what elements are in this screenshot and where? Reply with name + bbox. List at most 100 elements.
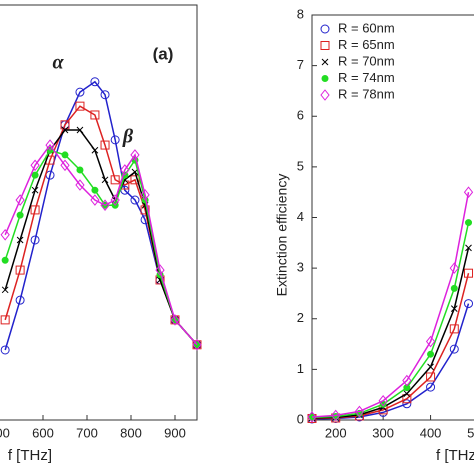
marker bbox=[0, 345, 10, 355]
x-tick-label: 700 bbox=[76, 425, 98, 440]
marker bbox=[75, 87, 85, 97]
marker bbox=[425, 335, 436, 348]
marker bbox=[465, 244, 472, 252]
annotation-alpha: α bbox=[52, 52, 64, 74]
marker bbox=[15, 265, 25, 275]
marker bbox=[403, 390, 411, 398]
series-line bbox=[4, 143, 198, 346]
marker bbox=[464, 299, 474, 309]
legend-label: R = 60nm bbox=[338, 20, 395, 35]
legend-label: R = 70nm bbox=[338, 53, 395, 68]
x-tick-label: 200 bbox=[325, 425, 347, 440]
marker bbox=[1, 286, 9, 294]
marker bbox=[30, 235, 40, 245]
marker bbox=[155, 264, 165, 276]
marker bbox=[1, 256, 9, 264]
marker bbox=[331, 409, 341, 422]
marker bbox=[378, 394, 388, 407]
x-tick-label: 600 bbox=[32, 425, 54, 440]
marker bbox=[91, 146, 99, 154]
marker bbox=[76, 126, 84, 134]
marker bbox=[192, 338, 202, 351]
marker bbox=[60, 159, 70, 172]
marker bbox=[402, 399, 412, 409]
x-tick-label: 500 bbox=[467, 425, 474, 440]
x-axis-label: f [THz] bbox=[8, 447, 52, 464]
legend-marker bbox=[320, 24, 330, 34]
legend-marker bbox=[321, 58, 329, 66]
marker bbox=[427, 350, 435, 358]
marker bbox=[449, 262, 459, 274]
legend-label: R = 65nm bbox=[338, 37, 395, 52]
y-tick-label: 5 bbox=[297, 158, 304, 173]
y-tick-label: 0 bbox=[297, 411, 304, 426]
panel-label: (a) bbox=[153, 44, 174, 63]
marker bbox=[90, 194, 100, 206]
marker bbox=[130, 195, 140, 205]
marker bbox=[130, 149, 140, 161]
marker bbox=[16, 236, 24, 244]
marker bbox=[100, 199, 110, 212]
marker bbox=[140, 189, 150, 201]
x-axis-label: f [THz] bbox=[436, 447, 474, 464]
y-tick-label: 3 bbox=[297, 260, 304, 275]
marker bbox=[101, 176, 109, 184]
x-tick-label: 500 bbox=[0, 425, 10, 440]
marker bbox=[402, 374, 412, 387]
legend-marker bbox=[320, 41, 330, 50]
legend-marker bbox=[321, 75, 329, 82]
marker bbox=[45, 139, 55, 151]
x-tick-label: 900 bbox=[164, 425, 186, 440]
marker bbox=[15, 295, 25, 305]
marker bbox=[0, 315, 10, 325]
marker bbox=[465, 219, 473, 227]
marker bbox=[16, 211, 24, 219]
marker bbox=[463, 186, 474, 198]
marker bbox=[110, 175, 120, 185]
y-tick-label: 1 bbox=[297, 361, 304, 376]
legend-label: R = 78nm bbox=[338, 86, 395, 101]
marker bbox=[75, 179, 85, 191]
marker bbox=[403, 384, 411, 392]
x-tick-label: 300 bbox=[372, 425, 394, 440]
marker bbox=[307, 411, 317, 423]
series-line bbox=[311, 247, 470, 419]
marker bbox=[90, 110, 100, 120]
marker bbox=[31, 171, 39, 179]
marker bbox=[450, 284, 458, 292]
marker bbox=[75, 101, 85, 111]
marker bbox=[31, 186, 39, 194]
legend-marker bbox=[320, 89, 330, 101]
x-tick-label: 800 bbox=[120, 425, 142, 440]
marker bbox=[464, 268, 474, 278]
marker bbox=[449, 344, 459, 354]
y-tick-label: 4 bbox=[297, 209, 304, 224]
marker bbox=[170, 314, 180, 326]
marker bbox=[61, 151, 69, 159]
marker bbox=[15, 194, 25, 206]
annotation-beta: β bbox=[122, 126, 134, 148]
marker bbox=[449, 324, 459, 334]
y-tick-label: 8 bbox=[297, 6, 304, 21]
marker bbox=[110, 135, 120, 145]
marker bbox=[100, 90, 110, 100]
y-tick-label: 6 bbox=[297, 108, 304, 123]
y-axis-label: Extinction efficiency bbox=[274, 174, 290, 297]
marker bbox=[76, 166, 84, 174]
marker bbox=[120, 164, 130, 176]
marker bbox=[130, 175, 140, 185]
marker bbox=[402, 394, 412, 404]
marker bbox=[120, 185, 130, 195]
marker bbox=[427, 363, 434, 371]
marker bbox=[90, 77, 100, 87]
marker bbox=[100, 140, 110, 150]
legend-label: R = 74nm bbox=[338, 70, 395, 85]
y-tick-label: 2 bbox=[297, 310, 304, 325]
marker bbox=[61, 126, 69, 134]
marker bbox=[426, 382, 436, 392]
marker bbox=[30, 205, 40, 215]
marker bbox=[450, 305, 458, 312]
y-tick-label: 7 bbox=[297, 57, 304, 72]
